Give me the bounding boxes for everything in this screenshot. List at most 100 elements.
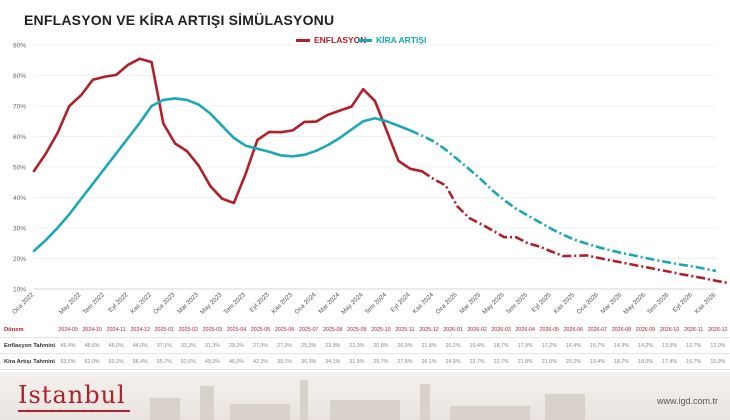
- table-cell-period: 2024-11: [104, 322, 129, 338]
- table-cell-rent: 15,9%: [705, 353, 730, 370]
- table-cell-inflation: 21,8%: [416, 337, 441, 354]
- table-cell-inflation: 46,0%: [104, 337, 129, 354]
- table-cell-rent: 62,0%: [80, 353, 105, 370]
- table-cell-inflation: 12,0%: [705, 337, 730, 354]
- table-cell-period: 2025-11: [392, 322, 417, 338]
- table-cell-rent: 24,9%: [441, 353, 466, 370]
- series-line-kira-actual: [32, 97, 412, 253]
- x-tick-label: Eyl 2022: [107, 291, 130, 314]
- y-tick-label: 80%: [13, 73, 26, 80]
- x-tick-label: Kas 2026: [694, 291, 718, 315]
- table-cell-inflation: 20,9%: [392, 337, 417, 354]
- x-tick-label: Oca 2024: [293, 291, 318, 316]
- table-cell-inflation: 16,4%: [561, 337, 586, 354]
- table-cell-period: 2026-10: [657, 322, 682, 338]
- table-cell-inflation: 14,9%: [609, 337, 634, 354]
- table-cell-rent: 22,7%: [489, 353, 514, 370]
- legend-label-kira: KİRA ARTIŞI: [376, 35, 427, 45]
- chart-title: ENFLASYON VE KİRA ARTIŞI SİMÜLASYONU: [24, 12, 335, 28]
- istanbul-logo: Istanbul: [18, 381, 126, 409]
- table-cell-inflation: 25,0%: [296, 337, 321, 354]
- table-cell-period: 2025-04: [224, 322, 249, 338]
- table-cell-rent: 18,7%: [609, 353, 634, 370]
- table-cell-rent: 29,7%: [368, 353, 393, 370]
- table-cell-period: 2025-03: [200, 322, 225, 338]
- y-tick-label: 20%: [13, 256, 26, 263]
- table-cell-period: 2026-03: [489, 322, 514, 338]
- table-cell-inflation: 17,2%: [537, 337, 562, 354]
- x-tick-label: Kas 2025: [553, 291, 577, 315]
- table-cell-rent: 16,7%: [681, 353, 706, 370]
- table-row-rent: Kira Artışı Tahmini 63,5% 62,0% 60,3% 58,4%…: [0, 353, 730, 370]
- table-cell-period: 2026-05: [537, 322, 562, 338]
- x-tick-label: May 2023: [199, 291, 224, 316]
- table-cell-rent: 18,0%: [633, 353, 658, 370]
- table-cell-inflation: 15,7%: [585, 337, 610, 354]
- y-tick-label: 30%: [13, 226, 26, 233]
- table-cell-rent: 21,8%: [513, 353, 538, 370]
- y-tick-label: 40%: [13, 195, 26, 202]
- table-cell-inflation: 20,2%: [441, 337, 466, 354]
- table-cell-period: 2024-09: [56, 322, 81, 338]
- line-chart: 10% 20% 30% 40% 50% 60% 70% 80% 90% Oca 2022 May 2…: [11, 43, 729, 316]
- logo-underline: [18, 410, 130, 412]
- table-cell-rent: 20,2%: [561, 353, 586, 370]
- table-row-period: Dönem 2024-09 2024-10 2024-11 2024-12 2025-0…: [0, 322, 730, 338]
- table-cell-rent: 26,1%: [416, 353, 441, 370]
- y-tick-label: 50%: [13, 165, 26, 172]
- y-tick-label: 10%: [13, 287, 26, 294]
- table-cell-inflation: 27,0%: [248, 337, 273, 354]
- table-cell-inflation: 13,5%: [657, 337, 682, 354]
- x-tick-label: May 2024: [340, 291, 365, 316]
- table-cell-period: 2024-12: [128, 322, 153, 338]
- x-tick-label: Mar 2023: [176, 291, 200, 315]
- table-cell-rent: 31,9%: [344, 353, 369, 370]
- table-cell-inflation: 49,4%: [56, 337, 81, 354]
- table-cell-period: 2026-06: [561, 322, 586, 338]
- table-cell-inflation: 12,7%: [681, 337, 706, 354]
- table-cell-period: 2026-04: [513, 322, 538, 338]
- table-cell-period: 2025-10: [368, 322, 393, 338]
- table-cell-inflation: 23,9%: [320, 337, 345, 354]
- legend-swatch-kira: [358, 38, 372, 42]
- website-url[interactable]: www.igd.com.tr: [656, 396, 718, 406]
- table-cell-inflation: 19,4%: [465, 337, 490, 354]
- x-tick-label: May 2025: [481, 291, 506, 316]
- table-cell-inflation: 20,8%: [368, 337, 393, 354]
- table-cell-period: 2025-01: [152, 322, 177, 338]
- table-cell-period: 2024-10: [80, 322, 105, 338]
- x-tick-label: Oca 2026: [576, 291, 601, 316]
- legend-kira: KİRA ARTIŞI: [358, 35, 426, 45]
- x-tick-label: Mar 2025: [458, 291, 482, 315]
- x-tick-label: Kas 2024: [411, 291, 435, 315]
- x-tick-label: Tem 2026: [646, 291, 671, 316]
- table-cell-period: 2025-07: [296, 322, 321, 338]
- table-cell-rent: 55,7%: [152, 353, 177, 370]
- x-tick-label: Tem 2023: [223, 291, 248, 316]
- table-cell-rent: 60,3%: [104, 353, 129, 370]
- table-cell-inflation: 18,7%: [489, 337, 514, 354]
- series-line-enflasyon-forecast: [421, 170, 729, 285]
- x-tick-label: Mar 2026: [600, 291, 624, 315]
- x-tick-label: Tem 2022: [81, 291, 106, 316]
- table-cell-rent: 52,6%: [176, 353, 201, 370]
- legend-swatch-enflasyon: [296, 38, 310, 42]
- x-tick-label: Kas 2023: [270, 291, 294, 315]
- table-cell-rent: 42,3%: [248, 353, 273, 370]
- forecast-table: Dönem 2024-09 2024-10 2024-11 2024-12 2025-0…: [0, 322, 730, 370]
- table-cell-rent: 49,3%: [200, 353, 225, 370]
- table-label-rent: Kira Artışı Tahmini: [0, 353, 56, 370]
- legend-label-enflasyon: ENFLASYON: [314, 35, 367, 45]
- x-tick-label: Eyl 2026: [672, 291, 695, 314]
- table-cell-period: 2025-05: [248, 322, 273, 338]
- table-cell-rent: 34,1%: [320, 353, 345, 370]
- table-cell-period: 2026-02: [465, 322, 490, 338]
- table-cell-inflation: 29,2%: [224, 337, 249, 354]
- y-tick-label: 70%: [13, 104, 26, 111]
- series-line-enflasyon-actual: [32, 57, 424, 205]
- x-tick-label: Oca 2023: [152, 291, 177, 316]
- table-cell-period: 2025-12: [416, 322, 441, 338]
- x-tick-label: Tem 2025: [505, 291, 530, 316]
- table-cell-inflation: 27,0%: [272, 337, 297, 354]
- table-cell-period: 2025-02: [176, 322, 201, 338]
